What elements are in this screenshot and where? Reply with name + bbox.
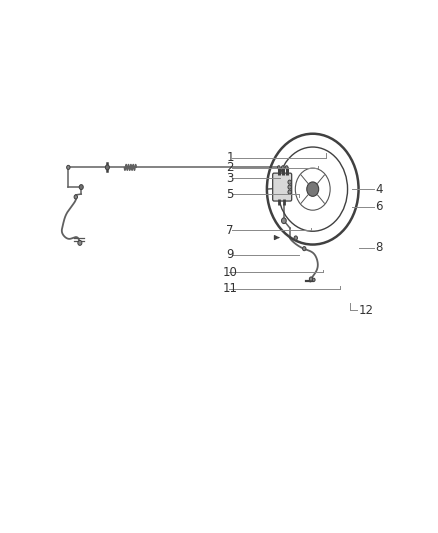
Circle shape [285, 166, 288, 169]
Circle shape [67, 165, 70, 169]
Text: 7: 7 [226, 224, 233, 237]
Circle shape [105, 165, 110, 170]
Circle shape [277, 166, 280, 169]
Circle shape [307, 182, 319, 196]
Circle shape [79, 184, 83, 190]
Text: 12: 12 [359, 304, 374, 317]
Circle shape [74, 195, 78, 199]
FancyBboxPatch shape [273, 173, 292, 201]
Circle shape [78, 240, 82, 245]
Circle shape [312, 278, 315, 281]
Circle shape [288, 190, 291, 194]
Text: 6: 6 [375, 200, 383, 213]
Circle shape [309, 277, 313, 281]
Circle shape [282, 166, 284, 169]
Text: 11: 11 [223, 282, 238, 295]
Text: 9: 9 [226, 248, 233, 261]
Text: 10: 10 [223, 266, 238, 279]
Text: 1: 1 [226, 151, 233, 164]
Circle shape [282, 218, 286, 224]
Circle shape [288, 185, 291, 189]
Text: 8: 8 [375, 241, 383, 254]
Text: 3: 3 [226, 172, 233, 184]
Circle shape [294, 236, 297, 240]
Circle shape [288, 180, 291, 184]
Text: 4: 4 [375, 183, 383, 196]
Circle shape [303, 247, 306, 251]
Text: 2: 2 [226, 161, 233, 174]
Text: 5: 5 [226, 188, 233, 201]
